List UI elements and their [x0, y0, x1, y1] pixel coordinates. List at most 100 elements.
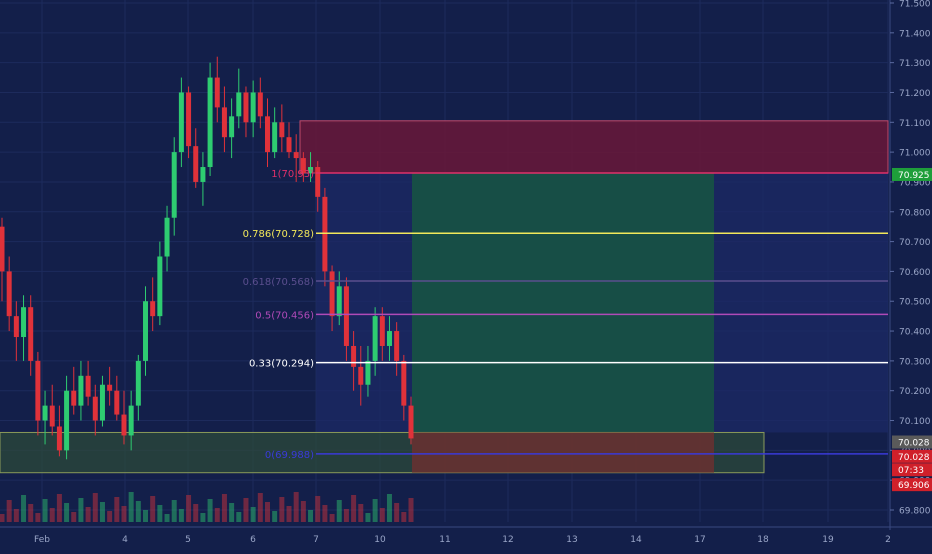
price-badge-label: 07:33: [898, 466, 924, 476]
volume-bar: [372, 499, 378, 522]
candle-body: [236, 92, 242, 117]
volume-bar: [21, 495, 27, 522]
y-tick-label: 69.800: [899, 507, 931, 517]
x-tick-label: 10: [374, 535, 386, 545]
candle-body: [56, 426, 62, 451]
volume-bar: [71, 512, 77, 522]
x-tick-label: 13: [566, 535, 577, 545]
volume-bar: [92, 493, 98, 522]
volume-bar: [379, 508, 385, 522]
candle-body: [114, 390, 120, 415]
candle-body: [99, 384, 105, 421]
volume-bar: [128, 492, 134, 522]
candle-body: [221, 107, 227, 138]
x-tick-label: Feb: [34, 535, 50, 545]
candles: [0, 56, 414, 460]
volume-bar: [143, 510, 149, 522]
price-badge-label: 70.028: [898, 439, 930, 449]
volume-bar: [42, 499, 48, 522]
candle-body: [200, 167, 206, 182]
volume-bar: [272, 511, 278, 522]
candle-body: [372, 316, 378, 361]
candle-body: [343, 286, 349, 346]
candle-body: [143, 301, 149, 361]
candle-body: [64, 390, 70, 451]
price-badge-label: 70.028: [898, 453, 930, 463]
volume-bar: [351, 495, 357, 522]
y-tick-label: 70.500: [899, 298, 931, 308]
candle-body: [28, 307, 34, 361]
y-tick-label: 71.300: [899, 59, 931, 69]
volume-bar: [171, 500, 177, 522]
candle-body: [214, 77, 220, 108]
volume-bar: [85, 507, 91, 522]
candle-body: [293, 152, 299, 159]
candle-body: [107, 384, 113, 391]
candle-body: [257, 92, 263, 117]
candle-body: [379, 316, 385, 346]
fib-label: 0.618(70.568): [243, 277, 315, 288]
volume-bar: [200, 513, 206, 522]
volume-bar: [164, 514, 170, 522]
candle-body: [71, 390, 77, 406]
fib-label: 0.33(70.294): [249, 359, 314, 370]
candle-body: [286, 137, 292, 153]
volume-bar: [35, 513, 41, 522]
fib-label: 1(70.93): [271, 169, 314, 180]
volume-bar: [6, 500, 12, 522]
volume-bar: [336, 500, 342, 522]
y-tick-label: 71.400: [899, 29, 931, 39]
y-tick-label: 70.600: [899, 268, 931, 278]
price-badges: 70.925 70.028 70.028 07:33 69.906: [892, 167, 932, 492]
y-tick-label: 70.400: [899, 328, 931, 338]
price-badge: [892, 478, 932, 492]
candle-body: [171, 152, 177, 218]
candle-body: [0, 226, 5, 272]
volume-bar: [343, 509, 349, 522]
price-badge: [892, 463, 932, 477]
candle-body: [264, 116, 270, 153]
candle-body: [178, 92, 184, 153]
candle-body: [394, 331, 400, 361]
candle-body: [78, 375, 84, 406]
x-tick-label: 6: [250, 535, 256, 545]
volume-bar: [308, 510, 314, 522]
candle-body: [85, 375, 91, 397]
volume-bar: [64, 503, 70, 522]
volume-bar: [315, 496, 321, 522]
candle-body: [21, 307, 27, 338]
volume-bar: [150, 496, 156, 522]
volume-bar: [279, 497, 285, 522]
volume-bar: [329, 514, 335, 522]
candle-body: [336, 286, 342, 317]
volume-bar: [264, 502, 270, 522]
candle-body: [401, 360, 407, 406]
candle-body: [365, 360, 371, 385]
fibonacci-levels: 1(70.93) 0.786(70.728) 0.618(70.568) 0.5(70…: [243, 169, 888, 461]
volume-bar: [408, 498, 414, 522]
x-tick-label: 17: [694, 535, 705, 545]
volume-bar: [322, 505, 328, 522]
volume-bar: [257, 493, 263, 522]
candle-body: [351, 345, 357, 367]
candle-body: [322, 196, 328, 272]
x-tick-label: 18: [757, 535, 769, 545]
volume-bar: [78, 498, 84, 522]
y-tick-label: 70.900: [899, 178, 931, 188]
volume-bar: [386, 494, 392, 522]
candle-body: [128, 405, 134, 436]
volume-bar: [214, 508, 220, 522]
position-zones: [0, 120, 889, 474]
volume-bar: [250, 507, 256, 522]
y-tick-label: 70.700: [899, 238, 931, 248]
price-badge: [892, 435, 932, 449]
volume-bar: [56, 494, 62, 522]
candle-body: [300, 158, 306, 173]
candle-body: [150, 301, 156, 317]
candle-body: [157, 256, 163, 317]
volume-bar: [221, 494, 227, 522]
volume-bar: [186, 495, 192, 522]
candle-body: [358, 366, 364, 385]
